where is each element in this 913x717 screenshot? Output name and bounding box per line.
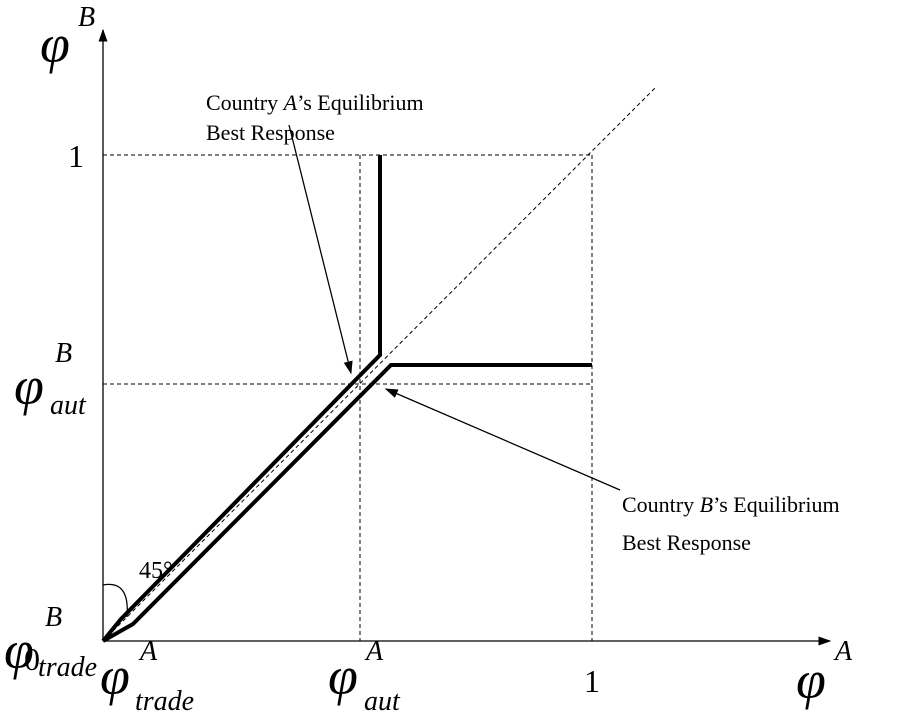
axis-label-sup: B bbox=[78, 2, 95, 33]
annotation-text: B bbox=[700, 492, 713, 517]
marker-sub: aut bbox=[50, 390, 87, 421]
tick-label: 1 bbox=[584, 663, 600, 699]
tick-label: 1 bbox=[68, 138, 84, 174]
tick-label: 0 bbox=[24, 641, 40, 677]
angle-label: 45° bbox=[139, 558, 173, 584]
annotation: Best Response bbox=[622, 530, 751, 555]
best-response-b bbox=[102, 363, 592, 643]
marker-sub: aut bbox=[364, 686, 401, 717]
marker-sup: A bbox=[364, 636, 384, 667]
best-response-a bbox=[101, 155, 382, 643]
annotation-text: ’s Equilibrium bbox=[297, 90, 424, 115]
marker-symbol: φ bbox=[4, 620, 34, 680]
marker-sup: B bbox=[55, 338, 72, 369]
annotation-text: A bbox=[282, 90, 298, 115]
annotation-text: Country bbox=[622, 492, 700, 517]
marker-symbol: φ bbox=[328, 646, 358, 706]
axis-label-sup: A bbox=[833, 636, 853, 667]
marker-sub: trade bbox=[135, 686, 194, 717]
marker-sup: B bbox=[45, 602, 62, 633]
annotation: Country A’s Equilibrium bbox=[206, 90, 424, 115]
axis-label: φ bbox=[40, 14, 70, 74]
marker-sub: trade bbox=[38, 652, 97, 683]
marker-sup: A bbox=[138, 636, 158, 667]
marker-symbol: φ bbox=[14, 356, 44, 416]
annotation: Country B’s Equilibrium bbox=[622, 492, 840, 517]
diagonal bbox=[102, 87, 656, 642]
angle-arc bbox=[102, 583, 128, 618]
axis-label: φ bbox=[796, 650, 826, 710]
arrow bbox=[288, 124, 353, 375]
annotation-text: Country bbox=[206, 90, 284, 115]
annotation: Best Response bbox=[206, 120, 335, 145]
annotation-text: ’s Equilibrium bbox=[713, 492, 840, 517]
marker-symbol: φ bbox=[100, 646, 130, 706]
arrow bbox=[384, 388, 621, 491]
